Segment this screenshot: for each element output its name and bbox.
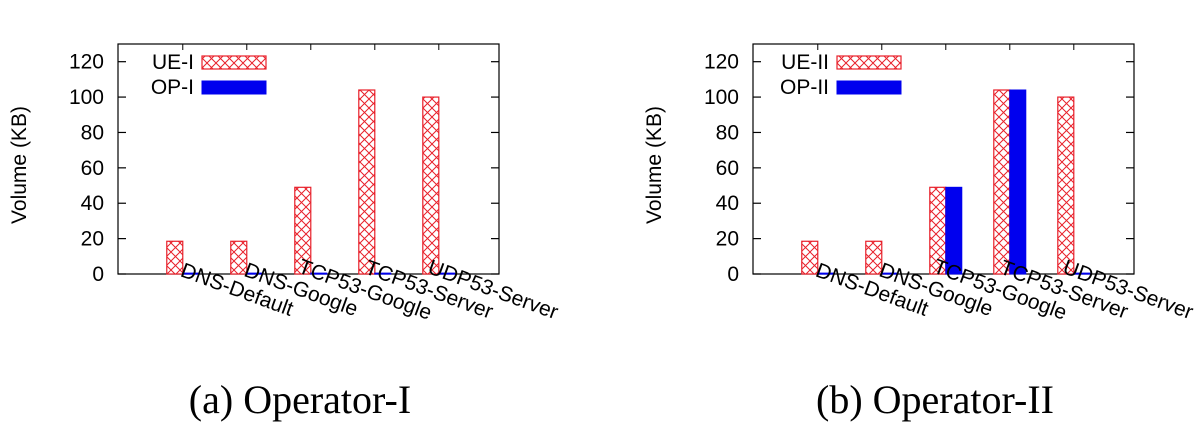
legend-label: OP-II [780,76,829,99]
bar-op-ii-dns-default [817,272,835,275]
bar-ue-i-dns-default [166,240,184,275]
y-tick-label: 80 [716,121,739,144]
y-tick-label: 60 [81,157,104,180]
legend-label: UE-I [152,51,194,74]
y-tick-label: 100 [69,86,104,109]
bar-ue-i-udp53-server [422,96,440,275]
y-tick-label: 80 [81,121,104,144]
bar-op-i-dns-google [246,272,264,275]
bar-ue-ii-tcp53-server [993,89,1011,275]
chart-caption: (b) Operator-II [816,377,1054,422]
bar-op-ii-tcp53-google [945,186,963,275]
legend-label: OP-I [151,76,194,99]
legend-swatch [836,80,902,95]
y-tick-label: 0 [727,263,739,286]
y-tick-label: 20 [716,228,739,251]
legend-swatch [201,80,267,95]
bar-ue-ii-dns-default [801,240,819,275]
y-tick-label: 120 [69,51,104,74]
y-tick-label: 100 [704,86,739,109]
bar-op-i-dns-default [182,272,200,275]
bar-ue-i-dns-google [230,240,248,275]
y-axis-label: Volume (KB) [643,106,666,224]
bar-op-ii-tcp53-server [1009,89,1027,275]
bar-op-ii-udp53-server [1073,272,1091,275]
y-tick-label: 60 [716,157,739,180]
y-tick-label: 20 [81,228,104,251]
legend-swatch [836,55,902,70]
bar-ue-ii-dns-google [865,240,883,275]
y-tick-label: 0 [92,263,104,286]
chart-caption: (a) Operator-I [189,377,411,422]
y-tick-label: 40 [716,192,739,215]
y-tick-label: 120 [704,51,739,74]
y-tick-label: 40 [81,192,104,215]
bar-ue-i-tcp53-server [358,89,376,275]
legend-label: UE-II [781,51,829,74]
bar-op-ii-dns-google [881,272,899,275]
bar-ue-i-tcp53-google [294,186,312,275]
bar-op-i-tcp53-google [310,272,328,275]
bar-op-i-tcp53-server [374,272,392,275]
y-axis-label: Volume (KB) [8,106,31,224]
legend-swatch [201,55,267,70]
bar-ue-ii-udp53-server [1057,96,1075,275]
bar-op-i-udp53-server [438,272,456,275]
